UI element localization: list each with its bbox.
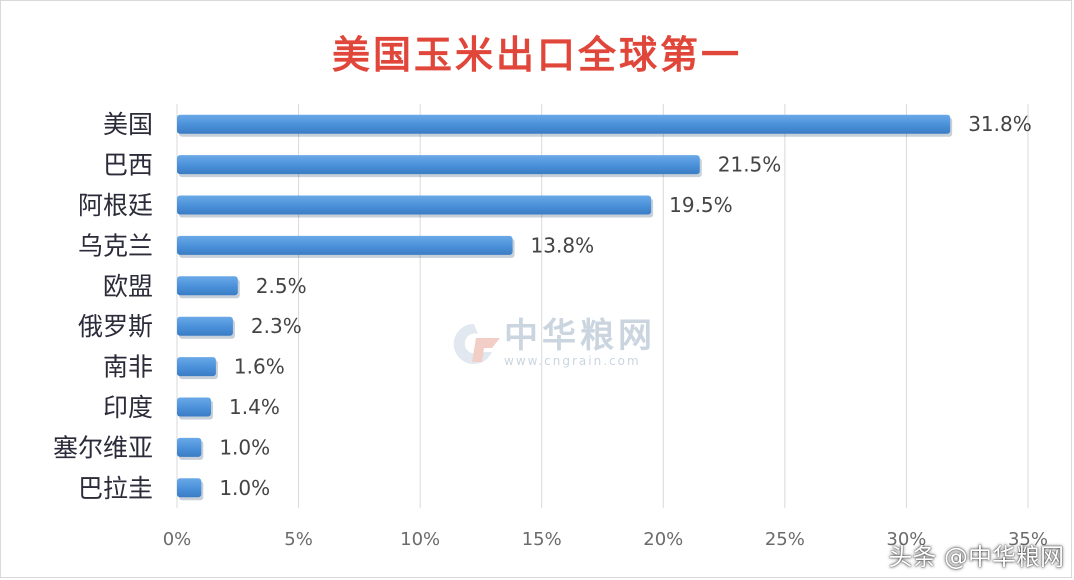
bar [177, 235, 513, 255]
category-label: 欧盟 [103, 272, 153, 301]
data-label: 1.4% [229, 395, 280, 419]
chart-title: 美国玉米出口全球第一 [331, 32, 742, 77]
data-label: 21.5% [718, 153, 782, 177]
x-tick-label: 30% [886, 529, 926, 550]
watermark-name: 中华粮网 [504, 316, 656, 356]
data-label: 1.0% [219, 476, 270, 500]
x-tick-label: 25% [765, 529, 805, 550]
category-label: 巴拉圭 [78, 474, 153, 503]
bar [177, 397, 212, 417]
data-label: 1.0% [219, 435, 270, 459]
x-tick-label: 15% [522, 529, 562, 550]
data-label: 13.8% [531, 233, 595, 257]
data-label: 2.5% [256, 274, 307, 298]
category-label: 印度 [103, 393, 153, 422]
watermark-url: www.cngrain.com [504, 354, 641, 368]
category-label: 阿根廷 [78, 191, 153, 220]
bar [177, 316, 233, 336]
x-tick-label: 10% [400, 529, 440, 550]
bar [177, 437, 202, 457]
cngrain-logo-icon [453, 323, 500, 364]
bar [177, 276, 238, 296]
bar [177, 195, 652, 215]
category-label: 南非 [103, 353, 153, 382]
category-label: 乌克兰 [78, 231, 153, 260]
data-label: 2.3% [251, 314, 302, 338]
category-label: 巴西 [103, 151, 153, 180]
data-label: 31.8% [968, 112, 1032, 136]
category-label: 塞尔维亚 [53, 433, 153, 462]
data-label: 1.6% [234, 355, 285, 379]
bar [177, 155, 700, 175]
x-tick-label: 5% [284, 529, 313, 550]
x-tick-label: 0% [163, 529, 192, 550]
category-label: 俄罗斯 [78, 312, 153, 341]
bar [177, 114, 951, 134]
bar [177, 357, 216, 377]
category-label: 美国 [103, 110, 153, 139]
x-tick-label: 35% [1008, 529, 1048, 550]
x-tick-label: 20% [643, 529, 683, 550]
watermark: 中华粮网 www.cngrain.com [444, 318, 656, 368]
source-credit: 头条 @中华粮网 [888, 543, 1064, 571]
bar [177, 478, 202, 498]
data-label: 19.5% [669, 193, 733, 217]
